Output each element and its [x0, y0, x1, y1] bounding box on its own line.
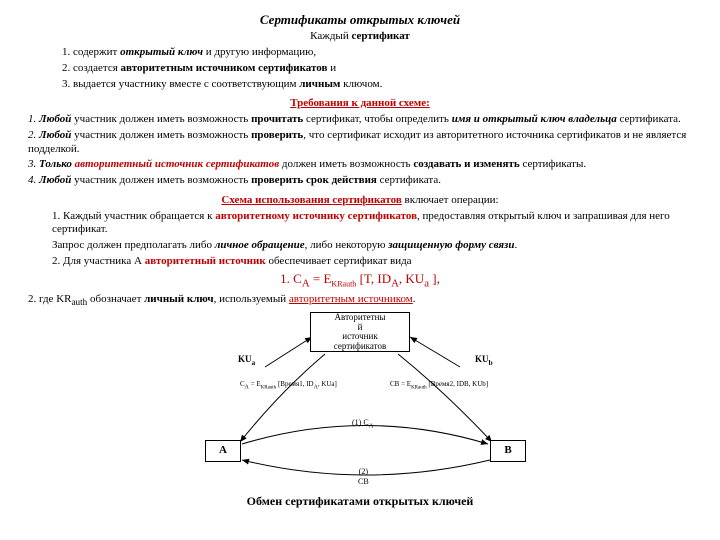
- requirements-title: Требования к данной схеме:: [28, 97, 692, 111]
- title-prefix: Сертификаты: [260, 12, 347, 27]
- label-kub: KUb: [475, 354, 493, 367]
- req-3: 3. Только авторитетный источник сертифик…: [28, 158, 692, 172]
- req-2: 2. Любой участник должен иметь возможнос…: [28, 129, 692, 157]
- subtitle-a: Каждый: [310, 30, 351, 42]
- line-2: 2. создается авторитетным источником сер…: [28, 62, 692, 76]
- diagram: Авторитетны й источник сертификатов A B …: [80, 312, 640, 492]
- formula: 1. CA = EKRauth [T, IDA, KUa ],: [28, 271, 692, 291]
- subtitle-b: сертификат: [351, 30, 409, 42]
- label-edge-1: (1) CA: [352, 418, 373, 431]
- scheme-2: Запрос должен предполагать либо личное о…: [28, 239, 692, 253]
- scheme-1: 1. Каждый участник обращается к авторите…: [28, 210, 692, 238]
- main-title: Сертификаты открытых ключей: [28, 12, 692, 28]
- scheme-title: Схема использования сертификатов включае…: [28, 194, 692, 208]
- line-3: 3. выдается участнику вместе с соответст…: [28, 78, 692, 92]
- req-1: 1. Любой участник должен иметь возможнос…: [28, 113, 692, 127]
- subtitle: Каждый сертификат: [28, 30, 692, 44]
- label-ca-formula: CA = EKRauth [Время1, IDA, KUa]: [240, 380, 337, 392]
- node-b: B: [490, 440, 526, 462]
- scheme-3: 2. Для участника А авторитетный источник…: [28, 255, 692, 269]
- scheme-4: 2. где KRauth обозначает личный ключ, ис…: [28, 293, 692, 309]
- diagram-caption: Обмен сертификатами открытых ключей: [28, 494, 692, 509]
- req-4: 4. Любой участник должен иметь возможнос…: [28, 174, 692, 188]
- node-a: A: [205, 440, 241, 462]
- node-authority: Авторитетны й источник сертификатов: [310, 312, 410, 352]
- label-edge-2: (2)CB: [358, 467, 369, 487]
- line-1: 1. содержит открытый ключ и другую инфор…: [28, 46, 692, 60]
- label-kua: KUa: [238, 354, 255, 367]
- label-cb-formula: CB = EKRauth [Время2, IDB, KUb]: [390, 380, 488, 392]
- title-suffix: открытых ключей: [347, 12, 461, 27]
